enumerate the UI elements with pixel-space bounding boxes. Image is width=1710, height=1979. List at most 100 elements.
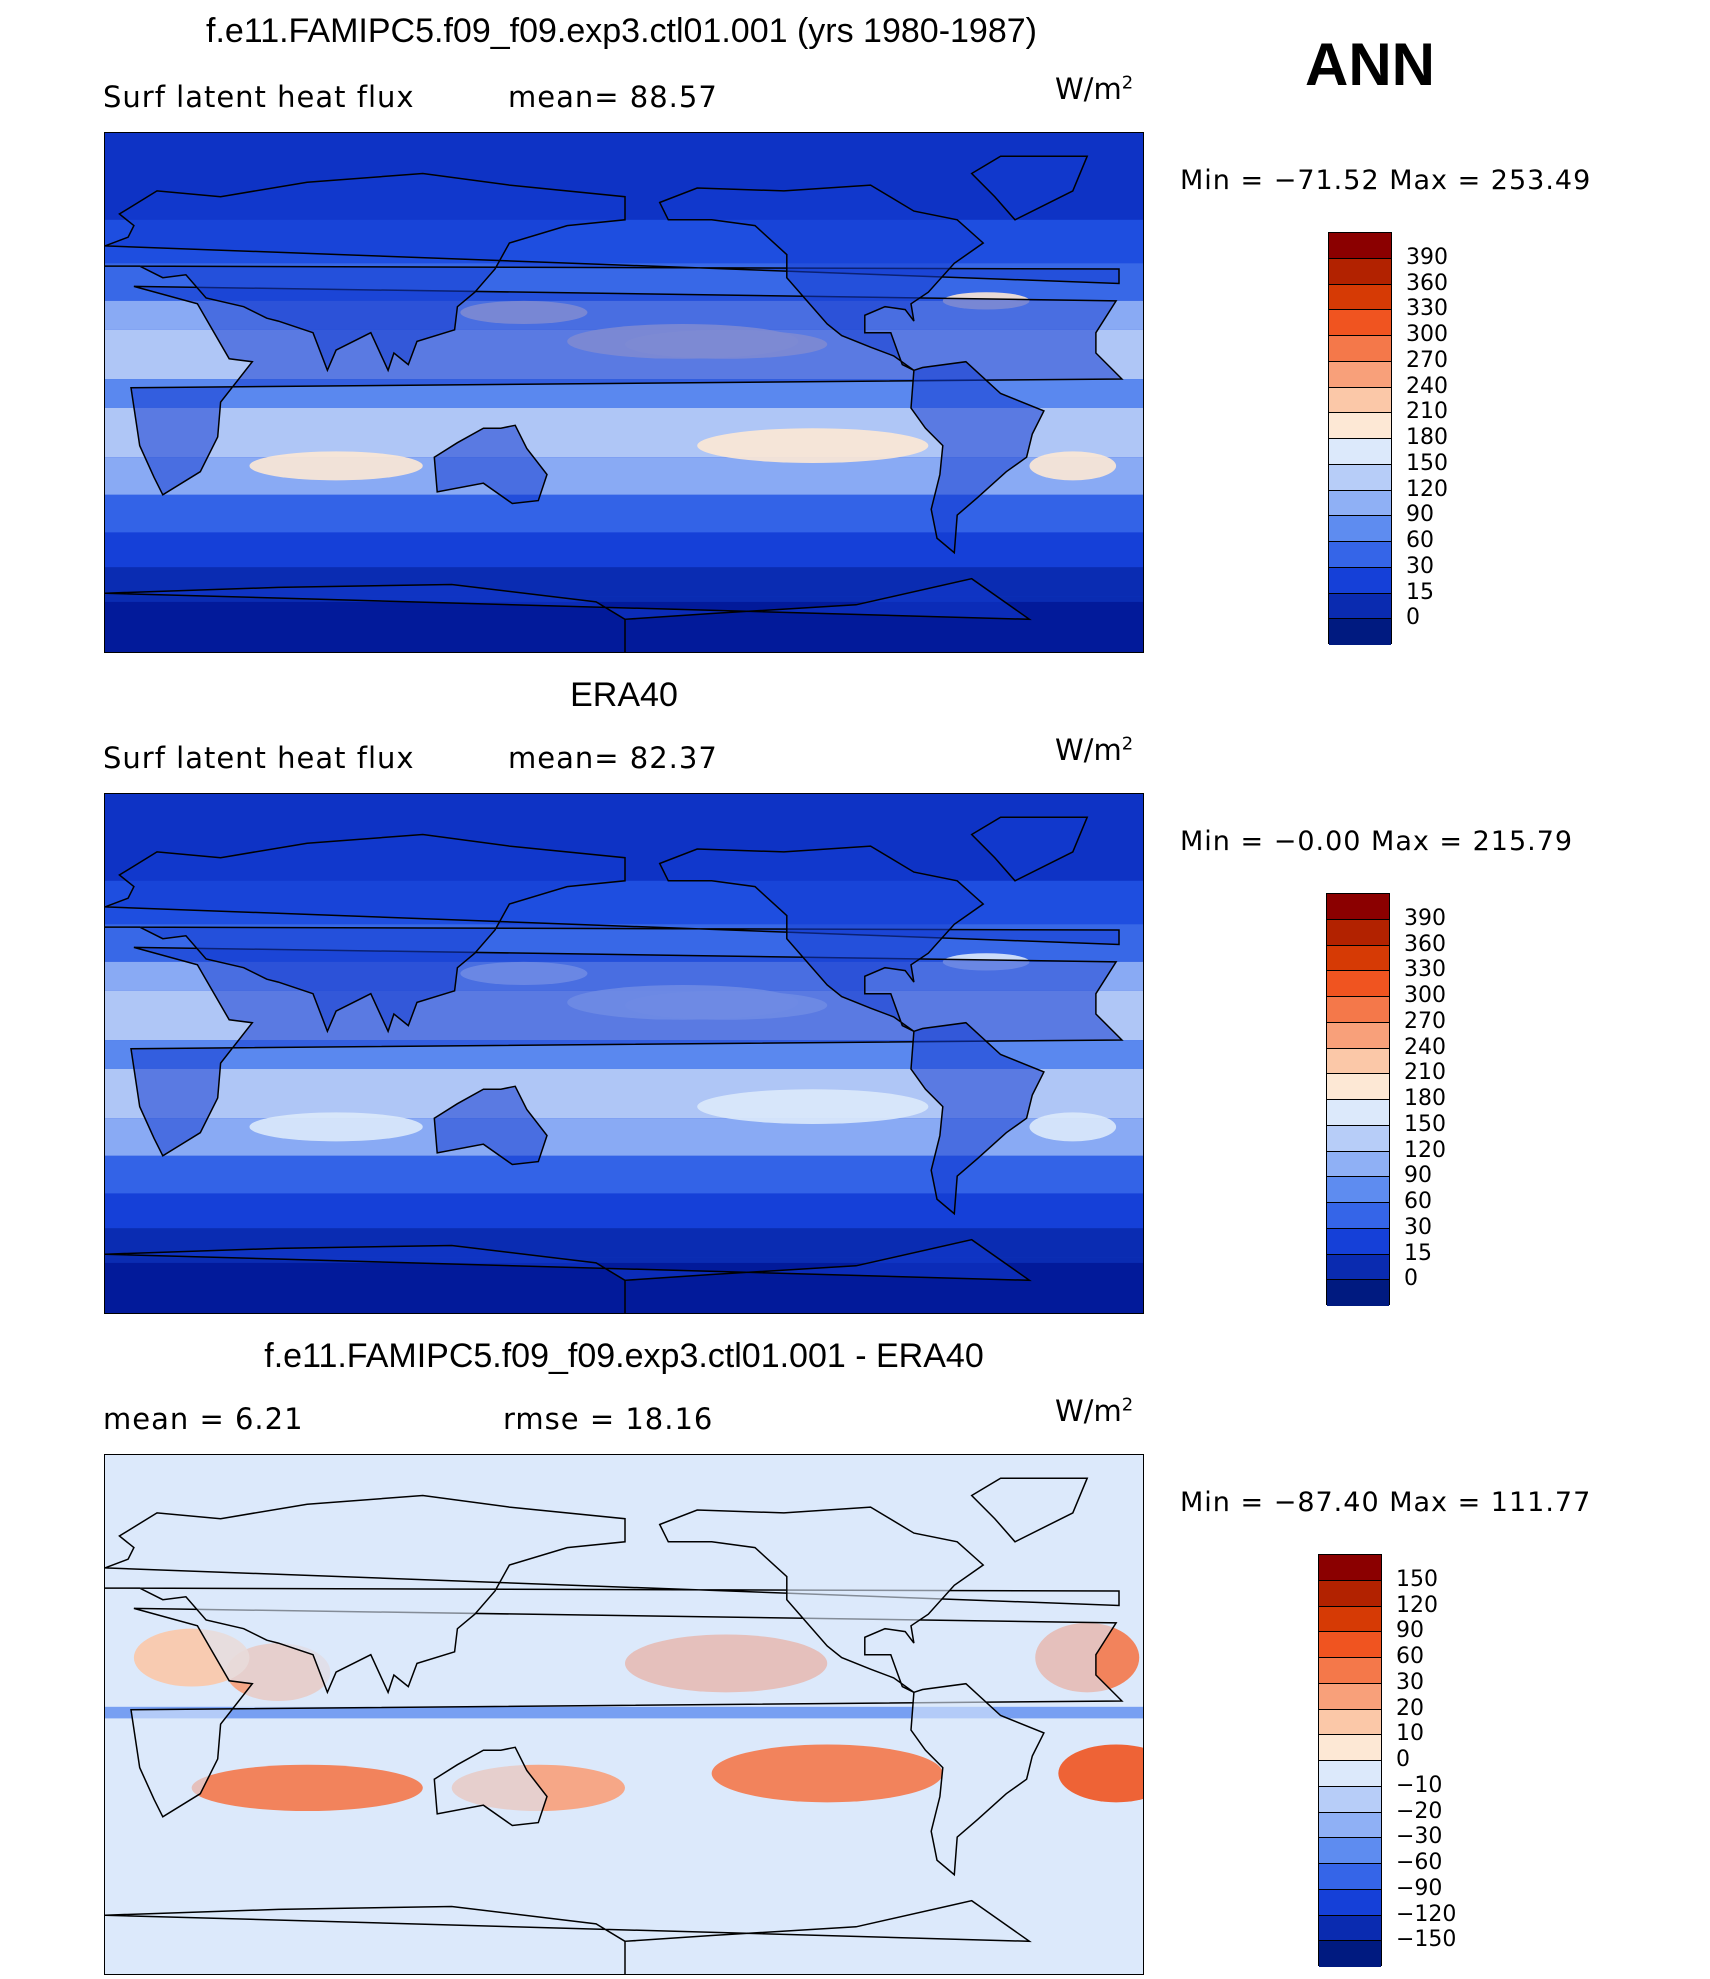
season-label: ANN — [1305, 31, 1435, 98]
colorbar-segment — [1327, 997, 1389, 1023]
colorbar-segment — [1329, 490, 1391, 517]
panel-2-minmax: Min = −0.00 Max = 215.79 — [1180, 826, 1574, 857]
colorbar-segment — [1319, 1632, 1381, 1658]
panel-1-variable-label: Surf latent heat flux — [103, 80, 415, 114]
map-field — [105, 133, 1143, 652]
colorbar-segment — [1319, 1864, 1381, 1890]
colorbar-segment — [1329, 284, 1391, 311]
colorbar-tick-label: 330 — [1404, 957, 1446, 983]
map-field — [105, 794, 1143, 1313]
colorbar-segment — [1327, 1203, 1389, 1229]
colorbar-tick-label: −30 — [1396, 1824, 1443, 1850]
colorbar-segment — [1319, 1941, 1381, 1967]
colorbar-segment — [1329, 619, 1391, 645]
colorbar-tick-label: 30 — [1396, 1669, 1424, 1695]
panel-2-variable-label: Surf latent heat flux — [103, 741, 415, 775]
panel-1-title: f.e11.FAMIPC5.f09_f09.exp3.ctl01.001 (yr… — [206, 12, 1037, 50]
colorbar-tick-label: 90 — [1406, 502, 1434, 528]
colorbar-tick-label: 0 — [1406, 605, 1420, 631]
colorbar-tick-label: 300 — [1404, 983, 1446, 1008]
map-field — [105, 1455, 1143, 1974]
colorbar-segment — [1319, 1683, 1381, 1710]
colorbar-segment — [1319, 1606, 1381, 1633]
colorbar-tick-label: 210 — [1406, 399, 1448, 425]
colorbar-segment — [1329, 361, 1391, 388]
colorbar-segment — [1327, 971, 1389, 997]
colorbar-tick-label: −60 — [1396, 1850, 1443, 1875]
colorbar-tick-label: 180 — [1406, 425, 1448, 450]
colorbar-tick-label: 390 — [1404, 905, 1446, 931]
colorbar-segment — [1327, 945, 1389, 972]
colorbar-tick-label: 240 — [1404, 1034, 1446, 1060]
colorbar-segment — [1327, 1151, 1389, 1178]
colorbar-tick-label: 20 — [1396, 1695, 1424, 1721]
panel-1-minmax: Min = −71.52 Max = 253.49 — [1180, 165, 1592, 196]
colorbar-tick-label: 240 — [1406, 373, 1448, 399]
colorbar-tick-label: 30 — [1404, 1214, 1432, 1240]
colorbar-segment — [1327, 1022, 1389, 1049]
colorbar-segment — [1327, 1074, 1389, 1100]
colorbar-segment — [1327, 1048, 1389, 1075]
colorbar-segment — [1319, 1915, 1381, 1942]
colorbar-tick-label: 360 — [1404, 931, 1446, 957]
colorbar-tick-label: 60 — [1406, 528, 1434, 553]
colorbar-segment — [1329, 464, 1391, 491]
colorbar-tick-label: −120 — [1396, 1901, 1457, 1927]
colorbar-tick-label: −90 — [1396, 1875, 1443, 1901]
panel-2-colorbar — [1326, 893, 1390, 1306]
colorbar-tick-label: 60 — [1396, 1644, 1424, 1669]
colorbar-tick-label: 120 — [1406, 476, 1448, 502]
panel-3-colorbar — [1318, 1554, 1382, 1967]
colorbar-tick-label: 270 — [1406, 347, 1448, 373]
colorbar-tick-label: 10 — [1396, 1721, 1424, 1747]
colorbar-segment — [1319, 1709, 1381, 1736]
colorbar-segment — [1329, 258, 1391, 285]
colorbar-segment — [1329, 387, 1391, 414]
panel-1-colorbar — [1328, 232, 1392, 645]
colorbar-segment — [1327, 1100, 1389, 1126]
colorbar-tick-label: 0 — [1396, 1747, 1410, 1772]
colorbar-segment — [1329, 542, 1391, 568]
colorbar-segment — [1327, 1254, 1389, 1281]
colorbar-segment — [1319, 1580, 1381, 1607]
colorbar-segment — [1319, 1786, 1381, 1813]
colorbar-segment — [1319, 1761, 1381, 1787]
colorbar-tick-label: 360 — [1406, 270, 1448, 296]
panel-2-map — [104, 793, 1144, 1314]
panel-3-map — [104, 1454, 1144, 1975]
colorbar-tick-label: 210 — [1404, 1060, 1446, 1086]
colorbar-segment — [1329, 516, 1391, 542]
colorbar-tick-label: 120 — [1404, 1137, 1446, 1163]
colorbar-segment — [1327, 919, 1389, 946]
colorbar-tick-label: 300 — [1406, 322, 1448, 347]
colorbar-tick-label: 120 — [1396, 1592, 1438, 1618]
colorbar-segment — [1327, 1177, 1389, 1203]
panel-3-title: f.e11.FAMIPC5.f09_f09.exp3.ctl01.001 - E… — [264, 1337, 984, 1375]
panel-2-mean-label: mean= 82.37 — [508, 741, 718, 775]
colorbar-segment — [1327, 1228, 1389, 1255]
panel-1-units: W/m2 — [1055, 72, 1134, 106]
colorbar-segment — [1329, 593, 1391, 620]
panel-2-title: ERA40 — [570, 676, 678, 714]
panel-3-rmse-label: rmse = 18.16 — [503, 1402, 714, 1436]
colorbar-segment — [1319, 1555, 1381, 1581]
colorbar-tick-label: 390 — [1406, 244, 1448, 270]
colorbar-segment — [1329, 567, 1391, 594]
colorbar-tick-label: 0 — [1404, 1266, 1418, 1292]
colorbar-tick-label: −20 — [1396, 1798, 1443, 1824]
colorbar-segment — [1319, 1838, 1381, 1864]
colorbar-segment — [1329, 413, 1391, 439]
colorbar-tick-label: −150 — [1396, 1927, 1457, 1953]
colorbar-tick-label: 90 — [1396, 1618, 1424, 1644]
colorbar-tick-label: 60 — [1404, 1189, 1432, 1214]
colorbar-segment — [1319, 1812, 1381, 1839]
panel-3-minmax: Min = −87.40 Max = 111.77 — [1180, 1487, 1592, 1518]
colorbar-tick-label: 180 — [1404, 1086, 1446, 1111]
colorbar-segment — [1329, 336, 1391, 362]
panel-1-map — [104, 132, 1144, 653]
colorbar-segment — [1329, 439, 1391, 465]
panel-3-units: W/m2 — [1055, 1394, 1134, 1428]
colorbar-tick-label: 90 — [1404, 1163, 1432, 1189]
colorbar-tick-label: −10 — [1396, 1772, 1443, 1798]
colorbar-tick-label: 150 — [1396, 1566, 1438, 1592]
